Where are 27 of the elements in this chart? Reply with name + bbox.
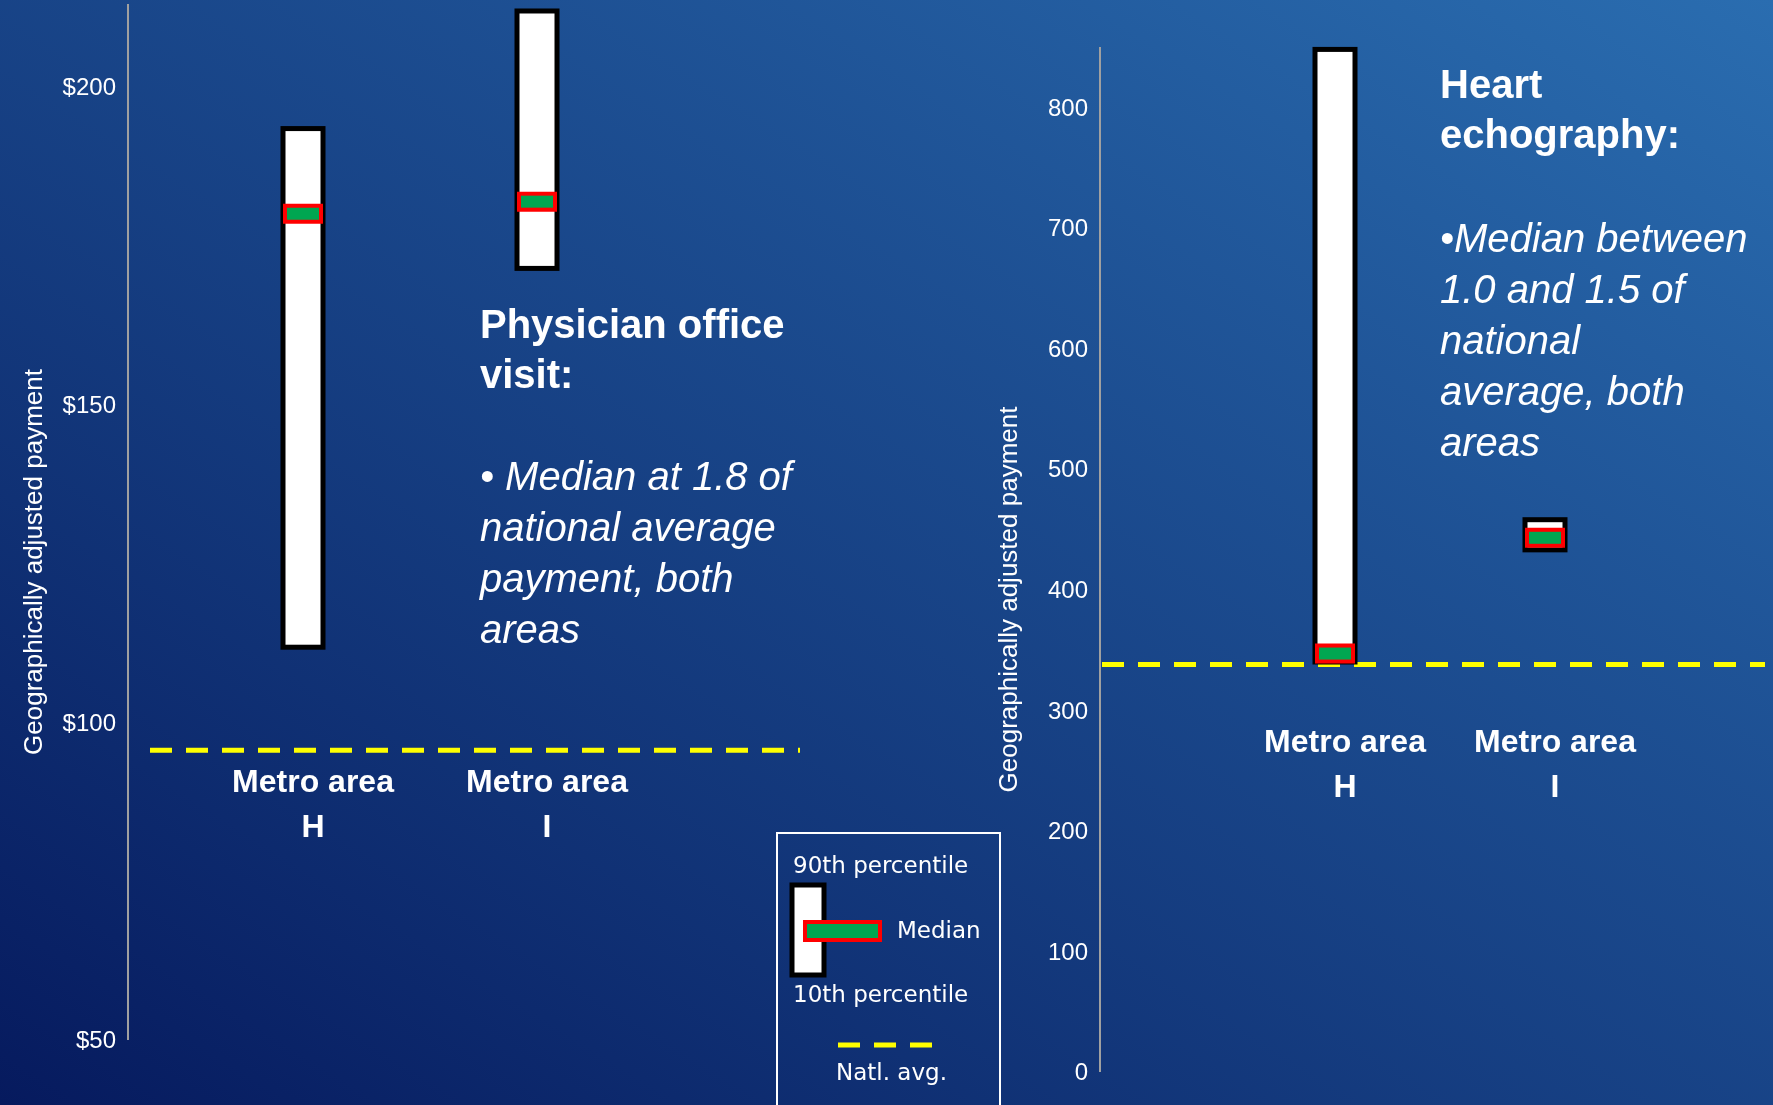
- text: Heart echography:: [1440, 62, 1681, 156]
- text: Physician office visit:: [480, 302, 785, 396]
- y-tick-label: 600: [1047, 334, 1088, 362]
- y-tick-label: $150: [62, 390, 116, 418]
- y-tick-label: 700: [1047, 214, 1088, 242]
- text: Median: [897, 917, 981, 943]
- annotation: •Median between 1.0 and 1.5 of national average, both areas: [1440, 216, 1748, 464]
- legend-label: Natl. avg.: [836, 1059, 947, 1085]
- y-tick-label: 100: [1047, 937, 1088, 965]
- y-tick-label: 800: [1047, 93, 1088, 121]
- x-tick-label: Metro area I: [466, 763, 629, 844]
- y-tick-label: $100: [62, 708, 116, 736]
- y-tick-label: 500: [1047, 455, 1088, 483]
- y-axis-title: Geographically adjusted payment: [18, 368, 48, 755]
- y-tick-label: 200: [1047, 817, 1088, 845]
- y-axis-title: Geographically adjusted payment: [993, 405, 1023, 793]
- x-tick-label: Metro area H: [232, 763, 395, 844]
- y-tick-label: 400: [1047, 576, 1088, 604]
- y-tick-label: $50: [75, 1026, 116, 1054]
- y-tick-label: 300: [1047, 696, 1088, 724]
- annotation: • Median at 1.8 of national average payment, both areas: [479, 454, 796, 651]
- x-tick-label: Metro area I: [1474, 723, 1637, 804]
- annotation: 90th percentile: [793, 852, 969, 878]
- x-tick-label: Metro area H: [1264, 723, 1427, 804]
- y-tick-label: 0: [1074, 1058, 1088, 1086]
- y-tick-label: $200: [62, 73, 116, 101]
- annotation: 10th percentile: [793, 981, 969, 1007]
